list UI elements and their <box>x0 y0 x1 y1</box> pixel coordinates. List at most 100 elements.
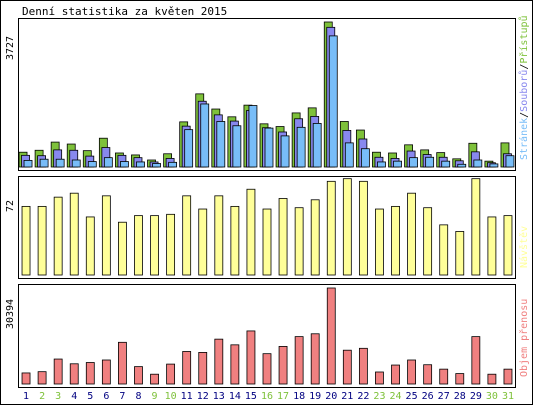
bar-traffic-0-day-10 <box>166 363 176 385</box>
bar-visits-0-day-17 <box>278 198 288 276</box>
panel-max-label-hits: 3727 <box>5 36 16 60</box>
x-tick-label-day-31: 31 <box>502 391 514 402</box>
x-tick-label-day-11: 11 <box>181 391 193 402</box>
bar-traffic-0-day-27 <box>439 368 449 385</box>
x-tick-label-day-7: 7 <box>119 391 125 402</box>
x-tick-label-day-25: 25 <box>406 391 418 402</box>
bar-hits-2-day-15 <box>248 105 258 168</box>
x-tick-label-day-23: 23 <box>373 391 385 402</box>
bar-hits-2-day-3 <box>55 158 65 168</box>
bar-visits-0-day-1 <box>21 205 31 276</box>
bar-traffic-0-day-12 <box>198 352 208 385</box>
bar-traffic-0-day-31 <box>503 368 513 385</box>
bar-hits-2-day-9 <box>152 163 161 168</box>
x-tick-label-day-9: 9 <box>152 391 158 402</box>
bar-visits-0-day-12 <box>198 208 208 276</box>
bar-hits-2-day-21 <box>344 142 354 168</box>
x-tick-label-day-2: 2 <box>39 391 45 402</box>
x-tick-label-day-1: 1 <box>23 391 29 402</box>
bar-visits-0-day-31 <box>503 215 513 276</box>
bar-traffic-0-day-26 <box>423 364 433 385</box>
bar-visits-0-day-16 <box>262 208 272 276</box>
bar-visits-0-day-9 <box>150 215 159 276</box>
x-tick-label-day-5: 5 <box>87 391 93 402</box>
bar-hits-2-day-11 <box>184 129 194 168</box>
bar-traffic-0-day-9 <box>150 373 159 385</box>
panel-max-label-traffic: 30394 <box>5 299 16 329</box>
bar-traffic-0-day-16 <box>262 353 272 385</box>
bar-hits-2-day-24 <box>393 160 402 168</box>
x-tick-label-day-16: 16 <box>261 391 273 402</box>
bar-hits-2-day-14 <box>232 125 242 168</box>
x-tick-label-day-13: 13 <box>213 391 225 402</box>
bar-visits-0-day-22 <box>358 180 368 276</box>
bar-hits-2-day-20 <box>328 35 338 168</box>
x-tick-label-day-29: 29 <box>470 391 482 402</box>
bar-hits-2-day-5 <box>87 161 97 168</box>
bar-traffic-0-day-23 <box>375 371 384 385</box>
x-tick-label-day-30: 30 <box>486 391 498 402</box>
legend-separator: / <box>519 64 530 70</box>
x-tick-label-day-6: 6 <box>103 391 109 402</box>
bar-visits-0-day-23 <box>375 208 384 276</box>
bar-visits-0-day-15 <box>246 188 256 276</box>
bar-hits-2-day-6 <box>103 157 113 168</box>
x-tick-label-day-19: 19 <box>309 391 321 402</box>
bar-hits-2-day-17 <box>280 135 290 168</box>
x-tick-label-day-17: 17 <box>277 391 289 402</box>
x-tick-label-day-15: 15 <box>245 391 257 402</box>
bar-hits-2-day-2 <box>39 158 49 168</box>
x-tick-label-day-3: 3 <box>55 391 61 402</box>
legend-entry-hits-2: Stránek <box>518 118 530 160</box>
x-tick-label-day-4: 4 <box>71 391 77 402</box>
bar-traffic-0-day-11 <box>182 351 192 385</box>
bar-traffic-0-day-1 <box>21 372 31 385</box>
bar-hits-2-day-16 <box>264 127 274 168</box>
bar-hits-2-day-8 <box>136 161 145 168</box>
bar-hits-2-day-31 <box>505 155 515 168</box>
bar-traffic-0-day-28 <box>455 373 465 385</box>
bar-hits-2-day-10 <box>168 161 178 168</box>
bar-visits-0-day-24 <box>391 205 400 276</box>
bar-traffic-0-day-29 <box>471 336 481 385</box>
bar-traffic-0-day-19 <box>310 333 320 385</box>
bar-visits-0-day-20 <box>326 180 336 276</box>
panel-max-label-visits: 72 <box>5 200 16 212</box>
bar-hits-2-day-18 <box>296 126 306 168</box>
bar-visits-0-day-26 <box>423 207 433 276</box>
bar-traffic-0-day-25 <box>407 359 416 385</box>
legend-separator: / <box>519 112 530 118</box>
bar-visits-0-day-29 <box>471 178 481 276</box>
x-tick-label-day-27: 27 <box>438 391 450 402</box>
x-tick-label-day-10: 10 <box>165 391 177 402</box>
x-tick-label-day-20: 20 <box>325 391 337 402</box>
chart-title: Denní statistika za květen 2015 <box>22 5 227 18</box>
bar-hits-2-day-27 <box>441 160 451 168</box>
panel-legend-hits: Stránek/Souborů/Přístupů <box>518 15 530 160</box>
bar-hits-2-day-19 <box>312 123 322 168</box>
bar-hits-2-day-28 <box>457 163 467 168</box>
bar-visits-0-day-27 <box>439 224 449 276</box>
bar-hits-2-day-25 <box>409 157 418 168</box>
bar-visits-0-day-30 <box>487 216 497 276</box>
bar-traffic-0-day-13 <box>214 338 224 385</box>
bar-visits-0-day-28 <box>455 231 465 276</box>
x-tick-label-day-26: 26 <box>422 391 434 402</box>
bar-traffic-0-day-17 <box>278 346 288 385</box>
panel-legend-traffic: Objem přenosu <box>518 299 530 377</box>
legend-entry-hits-0: Přístupů <box>518 15 530 63</box>
bar-traffic-0-day-8 <box>134 366 143 385</box>
bar-traffic-0-day-7 <box>118 341 127 385</box>
bar-visits-0-day-19 <box>310 199 320 276</box>
panel-frame-hits <box>18 18 516 171</box>
panel-legend-visits: Návštěv <box>518 226 530 268</box>
bar-visits-0-day-4 <box>69 192 79 276</box>
bar-traffic-0-day-4 <box>69 363 79 385</box>
x-tick-label-day-22: 22 <box>357 391 369 402</box>
bar-visits-0-day-21 <box>342 178 352 276</box>
bar-visits-0-day-13 <box>214 195 224 276</box>
bar-traffic-0-day-14 <box>230 344 240 385</box>
